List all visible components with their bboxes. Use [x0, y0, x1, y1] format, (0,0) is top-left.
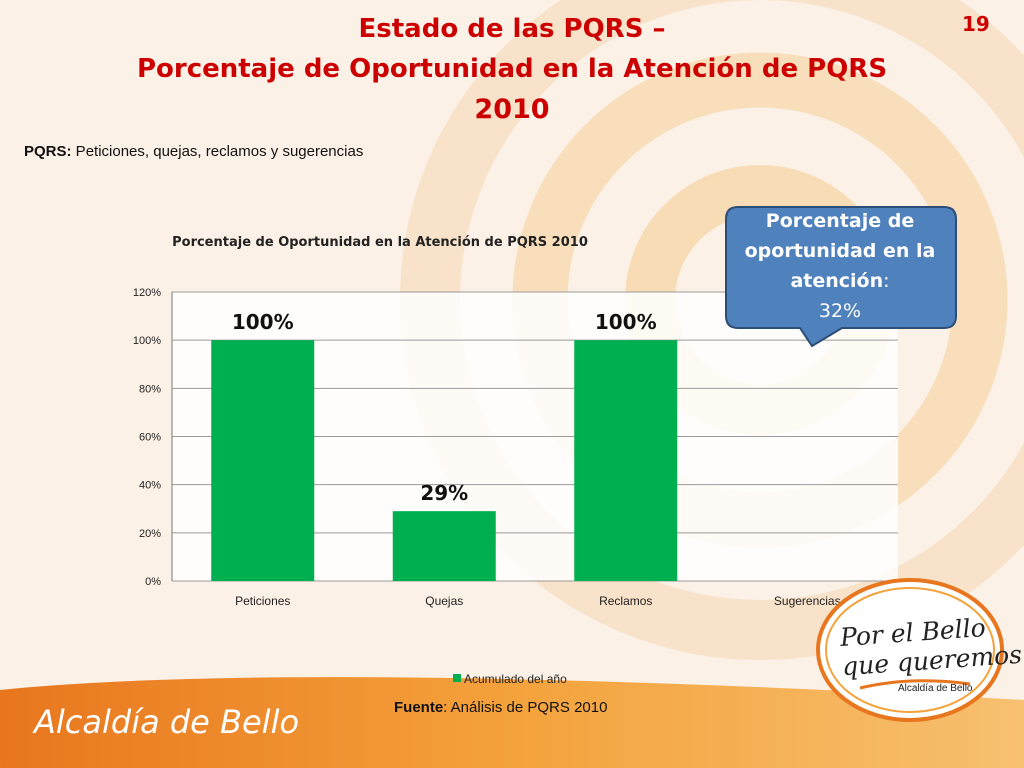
data-label: 100%: [595, 310, 657, 334]
definition-text: Peticiones, quejas, reclamos y sugerenci…: [71, 143, 364, 160]
slide-title-line1: Estado de las PQRS –: [358, 14, 666, 44]
data-label: 100%: [232, 310, 294, 334]
brand-small: Alcaldía de Bello: [898, 683, 973, 694]
y-tick-label: 0%: [145, 576, 161, 588]
source-label: Fuente: [394, 699, 444, 716]
callout-line2: oportunidad en la: [744, 240, 936, 262]
y-tick-label: 20%: [139, 528, 161, 540]
x-tick-label: Reclamos: [599, 594, 652, 608]
y-tick-label: 100%: [133, 335, 161, 347]
y-tick-label: 40%: [139, 480, 161, 492]
callout-value: 32%: [818, 300, 862, 322]
y-tick-label: 80%: [139, 383, 161, 395]
pqrs-definition: PQRS: Peticiones, quejas, reclamos y sug…: [24, 143, 363, 160]
callout-line3: atención: [790, 270, 884, 292]
x-tick-label: Sugerencias: [774, 594, 841, 608]
chart-title: Porcentaje de Oportunidad en la Atención…: [172, 235, 588, 250]
slide-title-line3: 2010: [474, 94, 550, 125]
data-label: 29%: [420, 481, 468, 505]
footer-logo: Alcaldía de Bello: [34, 703, 300, 741]
legend-swatch: [453, 674, 461, 682]
brand-logo-seal: [816, 578, 1004, 722]
legend-label: Acumulado del año: [464, 672, 567, 686]
slide-title-line2: Porcentaje de Oportunidad en la Atención…: [136, 54, 888, 84]
x-tick-label: Peticiones: [235, 594, 290, 608]
callout-line1: Porcentaje de: [765, 210, 915, 232]
y-tick-label: 60%: [139, 432, 161, 444]
slide-number: 19: [962, 12, 990, 36]
y-tick-label: 120%: [133, 287, 161, 299]
bar: [574, 340, 678, 581]
bar: [211, 340, 315, 581]
callout-text: Porcentaje de oportunidad en la atención…: [724, 206, 956, 326]
callout-colon: :: [883, 270, 890, 292]
source-text: : Análisis de PQRS 2010: [443, 699, 608, 716]
source-note: Fuente: Análisis de PQRS 2010: [394, 699, 607, 716]
x-tick-label: Quejas: [425, 594, 463, 608]
bar: [392, 511, 496, 581]
definition-label: PQRS:: [24, 143, 72, 160]
